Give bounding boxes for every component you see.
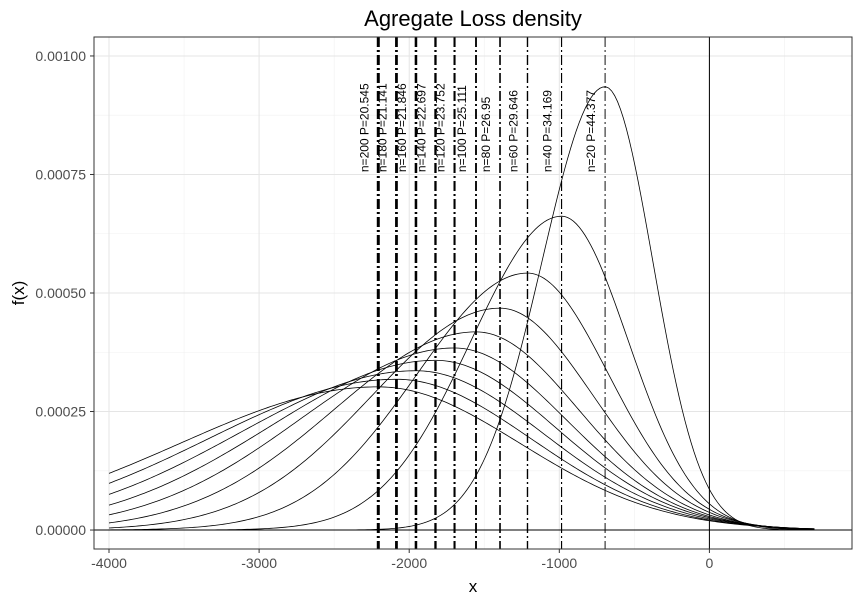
y-axis-ticks: 0.00000 0.00025 0.00050 0.00075 0.00100: [35, 48, 94, 538]
x-axis-label: x: [469, 577, 478, 596]
y-tick-label: 0.00050: [35, 285, 86, 301]
density-curve-n20: [109, 86, 815, 531]
marker-labels: n=200 P=20.545 n=180 P=21.141 n=160 P=21.8…: [357, 83, 598, 172]
y-axis-label: f(x): [9, 281, 28, 306]
marker-label-n180: n=180 P=21.141: [375, 83, 389, 172]
marker-label-n200: n=200 P=20.545: [357, 83, 371, 172]
marker-label-n120: n=120 P=23.752: [434, 83, 448, 172]
vertical-markers: [376, 37, 606, 549]
density-curve-n180: [108, 378, 815, 530]
x-tick-label: -3000: [241, 555, 277, 571]
density-curve-n100: [108, 331, 815, 530]
density-curve-n140: [108, 359, 815, 530]
chart-title: Agregate Loss density: [364, 6, 582, 31]
marker-label-n80: n=80 P=26.95: [479, 96, 493, 172]
density-curves: [108, 86, 815, 531]
density-curve-n200: [108, 386, 815, 530]
density-curve-n120: [108, 347, 815, 530]
marker-label-n60: n=60 P=29.646: [506, 90, 520, 172]
marker-label-n160: n=160 P=21.846: [395, 83, 409, 172]
y-tick-label: 0.00100: [35, 48, 86, 64]
density-curve-n160: [108, 370, 815, 530]
density-curve-n60: [109, 272, 815, 531]
marker-label-n140: n=140 P=22.697: [414, 83, 428, 172]
y-tick-label: 0.00025: [35, 404, 86, 420]
marker-label-n20: n=20 P=44.377: [584, 90, 598, 172]
x-axis-ticks: -4000 -3000 -2000 -1000 0: [91, 549, 714, 571]
y-tick-label: 0.00000: [35, 522, 86, 538]
x-tick-label: -1000: [541, 555, 577, 571]
marker-label-n40: n=40 P=34.169: [541, 90, 555, 172]
y-tick-label: 0.00075: [35, 166, 86, 182]
x-tick-label: -4000: [91, 555, 127, 571]
density-curve-n80: [108, 307, 815, 530]
x-tick-label: 0: [706, 555, 714, 571]
x-tick-label: -2000: [391, 555, 427, 571]
marker-label-n100: n=100 P=25.111: [455, 85, 469, 172]
